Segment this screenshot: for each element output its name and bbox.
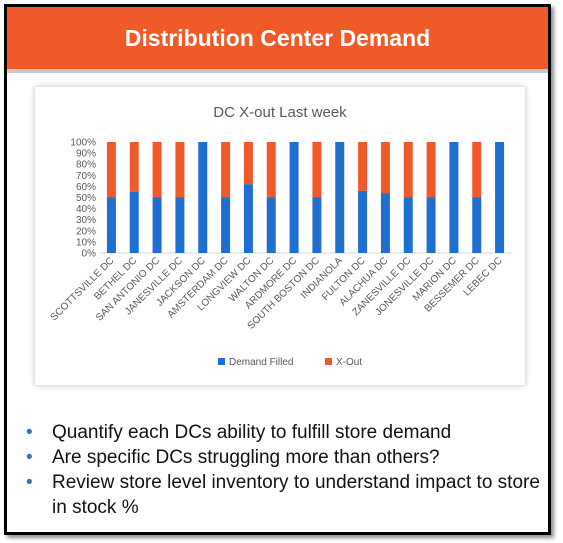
bar-segment [380,142,390,194]
stacked-bar-chart: DC X-out Last week 0%10%20%30%40%50%60%70… [49,104,511,368]
bar-segment [472,197,482,253]
bullet-item: • Review store level inventory to underst… [15,470,545,520]
y-tick-label: 100% [70,138,96,149]
bar-segment [243,142,253,185]
bar-segment [198,142,208,253]
bar-segment [152,197,162,253]
slide-frame: Distribution Center Demand DC X-out Last… [4,4,551,535]
y-tick-label: 0% [82,249,97,260]
bar-segment [106,197,116,253]
y-tick-label: 10% [76,237,96,248]
bar-segment [426,142,436,198]
bar-segment [175,142,185,198]
bullet-text: Review store level inventory to understa… [52,472,540,518]
bullet-dot-icon: • [26,447,33,468]
y-tick-label: 70% [76,171,96,182]
banner: Distribution Center Demand [7,7,548,69]
bar-segment [221,197,231,253]
bar-segment [495,142,505,253]
bullet-item: • Are specific DCs struggling more than o… [15,445,545,470]
bar-segment [403,197,413,253]
bullet-dot-icon: • [26,472,33,493]
bar-segment [380,193,390,253]
bar-segment [312,197,322,253]
bar-segment [266,142,276,198]
legend-label: Demand Filled [229,357,293,368]
bar-segment [449,142,459,253]
bar-segment [221,142,231,198]
banner-divider [7,69,548,73]
bullet-list: • Quantify each DCs ability to fulfill st… [15,420,545,520]
y-tick-label: 90% [76,149,96,160]
chart-title: DC X-out Last week [213,104,347,121]
bar-segment [358,142,368,191]
bar-segment [312,142,322,198]
y-tick-label: 40% [76,204,96,215]
bullet-dot-icon: • [26,422,33,443]
bar-segment [472,142,482,198]
banner-title: Distribution Center Demand [124,24,431,51]
y-tick-label: 80% [76,160,96,171]
bar-segment [243,184,253,253]
bar-segment [129,142,139,192]
y-tick-label: 20% [76,226,96,237]
bar-segment [358,190,368,253]
bar-segment [266,197,276,253]
bar-segment [403,142,413,198]
bar-segment [175,197,185,253]
bar-segment [129,191,139,253]
legend-label: X-Out [336,357,362,368]
bullet-text: Are specific DCs struggling more than ot… [52,447,440,468]
legend-swatch [325,358,332,365]
bar-segment [426,197,436,253]
bar-segment [106,142,116,198]
y-tick-label: 30% [76,215,96,226]
bullet-item: • Quantify each DCs ability to fulfill st… [15,420,545,445]
bar-segment [152,142,162,198]
bullet-text: Quantify each DCs ability to fulfill sto… [52,422,452,443]
bar-segment [335,142,345,253]
legend-swatch [218,358,225,365]
bar-segment [289,142,299,253]
y-tick-label: 60% [76,182,96,193]
y-tick-label: 50% [76,193,96,204]
chart-card: DC X-out Last week 0% 10% 20% 30% 40% 50% 60% 70… [35,87,525,385]
